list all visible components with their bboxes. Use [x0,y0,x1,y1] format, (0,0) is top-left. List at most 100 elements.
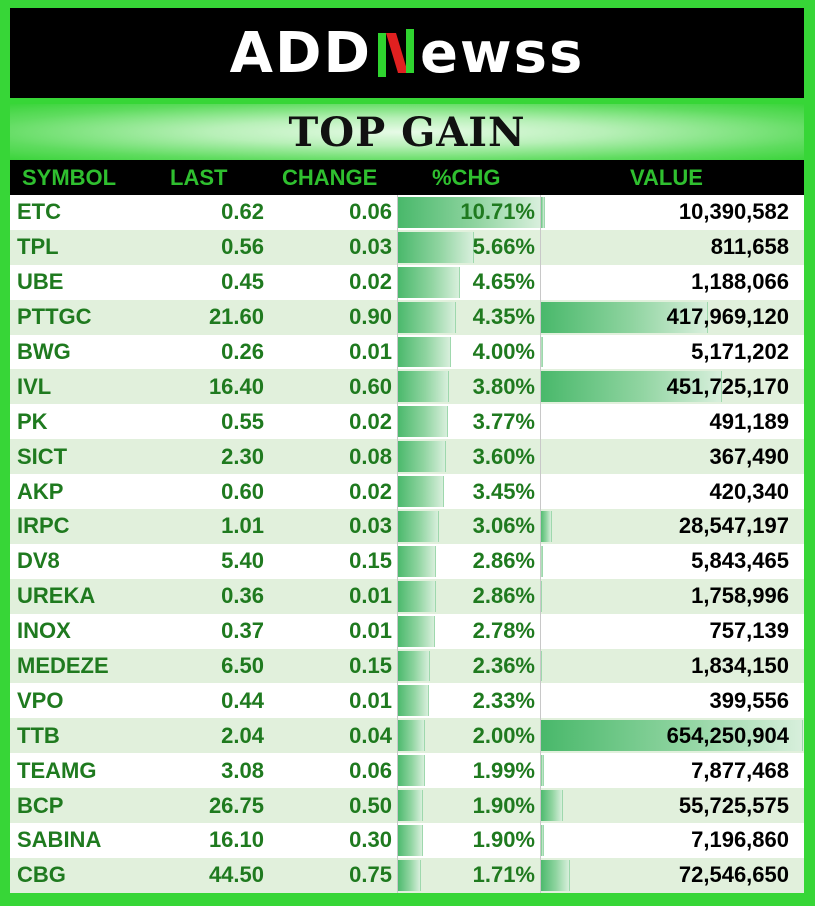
pctchg-bar-track [397,474,540,509]
cell-symbol: TPL [17,234,59,260]
value-bar [540,197,546,228]
cell-symbol: SABINA [17,827,102,853]
pctchg-bar [397,859,421,891]
cell-last: 0.45 [221,269,264,295]
table-row: VPO 0.44 0.01 2.33% 399,556 [10,683,804,719]
pctchg-bar-track [397,230,540,265]
cell-value: 757,139 [709,618,789,644]
cell-last: 2.04 [221,722,264,748]
cell-change: 0.03 [349,234,392,260]
cell-symbol: TTB [17,722,60,748]
pctchg-bar [397,301,457,333]
table-row: UREKA 0.36 0.01 2.86% 1,758,996 [10,578,804,614]
pctchg-bar-track [397,369,540,404]
column-divider [397,613,398,649]
cell-last: 21.60 [208,304,264,330]
cell-change: 0.02 [349,408,392,434]
pctchg-bar [397,511,439,542]
cell-pctchg: 3.80% [472,373,535,399]
cell-symbol: INOX [17,618,71,644]
pctchg-bar [397,825,424,856]
title-band: TOP GAIN [10,104,804,160]
pctchg-bar-track [397,439,540,474]
cell-value: 1,834,150 [691,653,789,679]
header-pctchg: %CHG [432,164,501,190]
cell-change: 0.15 [349,653,392,679]
column-divider [540,474,541,510]
pctchg-bar-track [397,858,540,893]
pctchg-bar [397,231,474,263]
pctchg-bar [397,580,437,612]
column-divider [397,683,398,719]
cell-symbol: UREKA [17,583,96,609]
table-row: CBG 44.50 0.75 1.71% 72,546,650 [10,857,804,893]
cell-value: 5,171,202 [691,339,789,364]
value-bar-track [540,544,802,579]
table-row: TTB 2.04 0.04 2.00% 654,250,904 [10,718,804,754]
column-divider [540,613,541,649]
pctchg-bar [397,685,430,717]
pctchg-bar [397,266,461,298]
cell-last: 6.50 [221,653,264,679]
cell-pctchg: 10.71% [460,199,535,225]
table-row: BWG 0.26 0.01 4.00% 5,171,202 [10,334,804,370]
gainers-table: SYMBOL LAST CHANGE %CHG VALUE ETC 0.62 0.0… [10,160,804,893]
cell-last: 2.30 [221,443,264,469]
column-divider [540,753,541,789]
pctchg-bar [397,650,430,682]
pctchg-bar [397,720,425,752]
cell-change: 0.04 [349,722,392,748]
column-divider [397,334,398,370]
pctchg-bar-track [397,509,540,544]
cell-pctchg: 4.00% [472,339,535,364]
pctchg-bar-track [397,300,540,335]
cell-symbol: IVL [17,373,52,399]
cell-value: 1,758,996 [691,583,789,609]
cell-value: 811,658 [710,234,789,260]
pctchg-bar-track [397,335,540,370]
pctchg-bar-track [397,579,540,614]
value-bar [540,301,709,333]
table-header: SYMBOL LAST CHANGE %CHG VALUE [10,160,804,195]
cell-value: 1,188,066 [691,269,789,295]
table-row: BCP 26.75 0.50 1.90% 55,725,575 [10,788,804,824]
column-divider [397,648,398,684]
cell-value: 654,250,904 [666,722,789,748]
value-bar-track [540,788,802,823]
value-bar [540,720,803,752]
logo-text-add: ADD [229,20,372,86]
cell-last: 0.60 [221,478,264,504]
brand-logo: ADD ewss [230,21,585,86]
column-divider [397,788,398,824]
table-row: PK 0.55 0.02 3.77% 491,189 [10,404,804,440]
cell-pctchg: 2.78% [472,618,535,644]
cell-pctchg: 3.06% [472,513,535,539]
cell-pctchg: 2.33% [472,687,535,713]
cell-value: 28,547,197 [678,513,789,539]
cell-pctchg: 1.90% [472,827,535,853]
cell-last: 5.40 [221,548,264,574]
column-divider [540,334,541,370]
cell-change: 0.08 [349,443,392,469]
cell-value: 7,196,860 [691,827,789,853]
cell-value: 491,189 [709,408,789,434]
column-divider [397,264,398,300]
cell-last: 16.10 [208,827,264,853]
column-divider [540,404,541,440]
pctchg-bar-track [397,544,540,579]
cell-value: 55,725,575 [678,792,789,818]
column-divider [397,578,398,614]
cell-change: 0.02 [349,269,392,295]
column-divider [540,195,541,230]
cell-symbol: PTTGC [17,304,92,330]
table-row: TPL 0.56 0.03 5.66% 811,658 [10,229,804,265]
cell-value: 420,340 [709,478,789,504]
value-bar-track [540,369,802,404]
cell-pctchg: 4.35% [472,304,535,330]
cell-symbol: ETC [17,199,61,225]
page-title: TOP GAIN [288,108,526,156]
cell-value: 7,877,468 [691,757,789,783]
cell-last: 0.62 [221,199,264,225]
value-bar [540,336,544,368]
column-divider [540,229,541,265]
